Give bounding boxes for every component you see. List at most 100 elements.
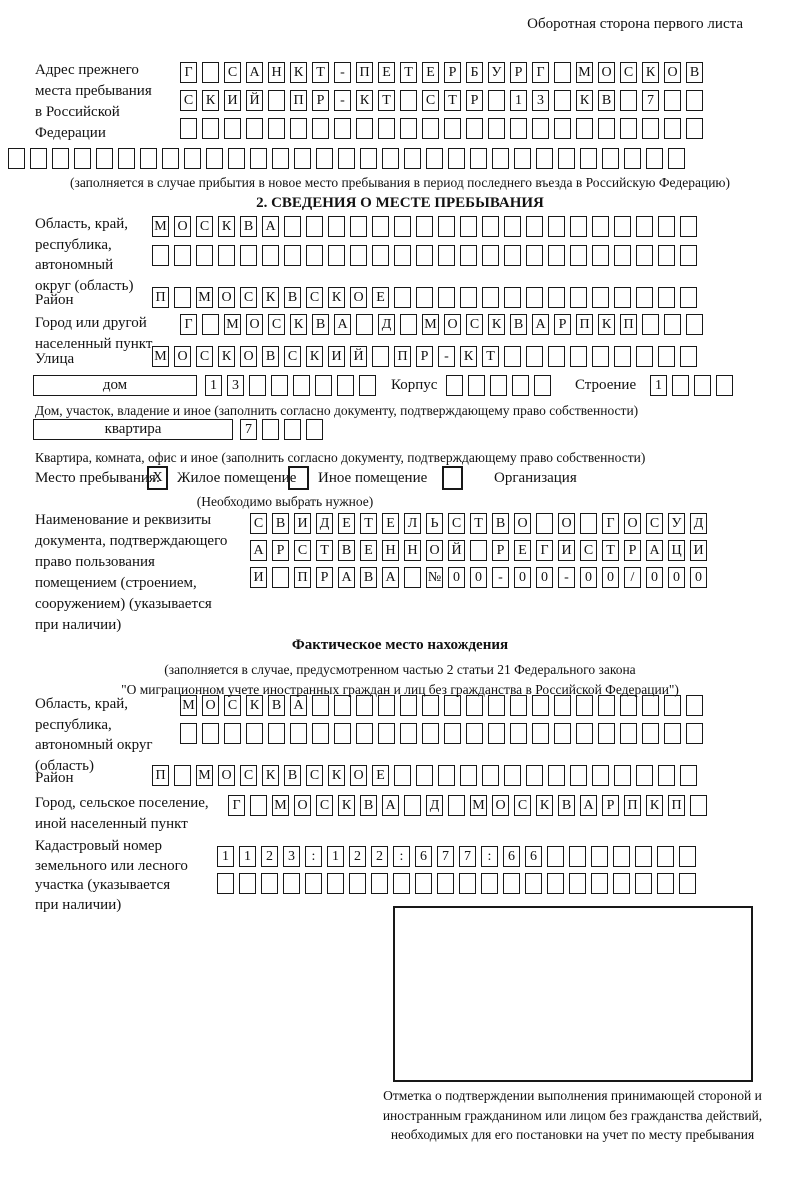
form-cell: Т [400,62,417,83]
form-cell: Д [316,513,333,534]
form-cell: О [492,795,509,816]
form-cell [356,723,373,744]
form-cell [460,765,477,786]
form-cell: Р [312,90,329,111]
confirmation-mark-caption: Отметка о подтверждении выполнения прини… [382,1088,763,1142]
form-cell [394,287,411,308]
form-cell: Р [510,62,527,83]
checkbox-zhiloe: X [147,466,168,490]
form-cell: С [580,540,597,561]
form-cell [271,375,288,396]
form-cell: : [481,846,498,867]
form-cell: Н [404,540,421,561]
ulitsa-label: Улица [35,351,75,367]
prev-address-note: (заполняется в случае прибытия в новое м… [69,175,731,190]
form-cell: Г [228,795,245,816]
form-cell: У [488,62,505,83]
form-cell [224,118,241,139]
form-cell: М [152,216,169,237]
form-cell: 1 [510,90,527,111]
form-cell: В [686,62,703,83]
form-cell [488,90,505,111]
form-cell: 1 [217,846,234,867]
form-cell: - [558,567,575,588]
form-cell [592,346,609,367]
form-cell [504,346,521,367]
fact-raion-label: Район [35,770,74,786]
form-cell: Н [382,540,399,561]
form-cell [664,118,681,139]
kadastr-label: Кадастровый номер земельного или лесного… [35,838,188,913]
form-cell [290,723,307,744]
form-cell: О [174,216,191,237]
form-cell [694,375,711,396]
form-cell [514,148,531,169]
form-cell [306,245,323,266]
form-cell: С [466,314,483,335]
form-cell [620,90,637,111]
form-cell [526,216,543,237]
form-cell [554,118,571,139]
form-cell: Р [316,567,333,588]
form-cell: В [558,795,575,816]
form-cell [680,245,697,266]
form-cell: № [426,567,443,588]
form-cell: - [334,90,351,111]
form-cell [686,90,703,111]
form-cell [488,723,505,744]
form-cell [246,723,263,744]
form-cell: Т [470,513,487,534]
form-cell [504,216,521,237]
form-cell [290,118,307,139]
form-cell [642,314,659,335]
form-cell: 0 [668,567,685,588]
form-cell: П [576,314,593,335]
form-cell: С [514,795,531,816]
form-cell [196,245,213,266]
confirmation-mark-box [393,906,753,1082]
form-cell [488,118,505,139]
form-cell: С [448,513,465,534]
form-cell: Е [372,287,389,308]
form-cell [642,118,659,139]
form-cell: К [338,795,355,816]
form-cell [416,287,433,308]
korpus-cells [446,375,551,396]
form-cell: К [642,62,659,83]
form-cell [532,695,549,716]
form-cell [312,723,329,744]
form-cell [602,148,619,169]
form-cell: В [268,695,285,716]
form-cell: А [246,62,263,83]
form-cell [554,695,571,716]
form-cell [614,245,631,266]
form-cell [488,695,505,716]
form-cell: П [668,795,685,816]
form-cell [466,723,483,744]
form-cell [526,765,543,786]
form-cell: Р [492,540,509,561]
form-cell [490,375,507,396]
form-cell [504,765,521,786]
form-cell: В [284,765,301,786]
form-cell [359,375,376,396]
form-cell [174,765,191,786]
form-cell: О [558,513,575,534]
form-cell [657,846,674,867]
form-cell: С [196,216,213,237]
form-cell [636,245,653,266]
form-cell: К [246,695,263,716]
form-cell [503,873,520,894]
form-cell [438,765,455,786]
kvartira-box-label: квартира [33,419,233,440]
fact-note: (заполняется в случае, предусмотренном ч… [121,662,679,697]
form-cell [492,148,509,169]
form-cell: Т [312,62,329,83]
form-cell [679,873,696,894]
form-cell: И [294,513,311,534]
form-cell: В [598,90,615,111]
form-cell [404,567,421,588]
form-cell: С [180,90,197,111]
